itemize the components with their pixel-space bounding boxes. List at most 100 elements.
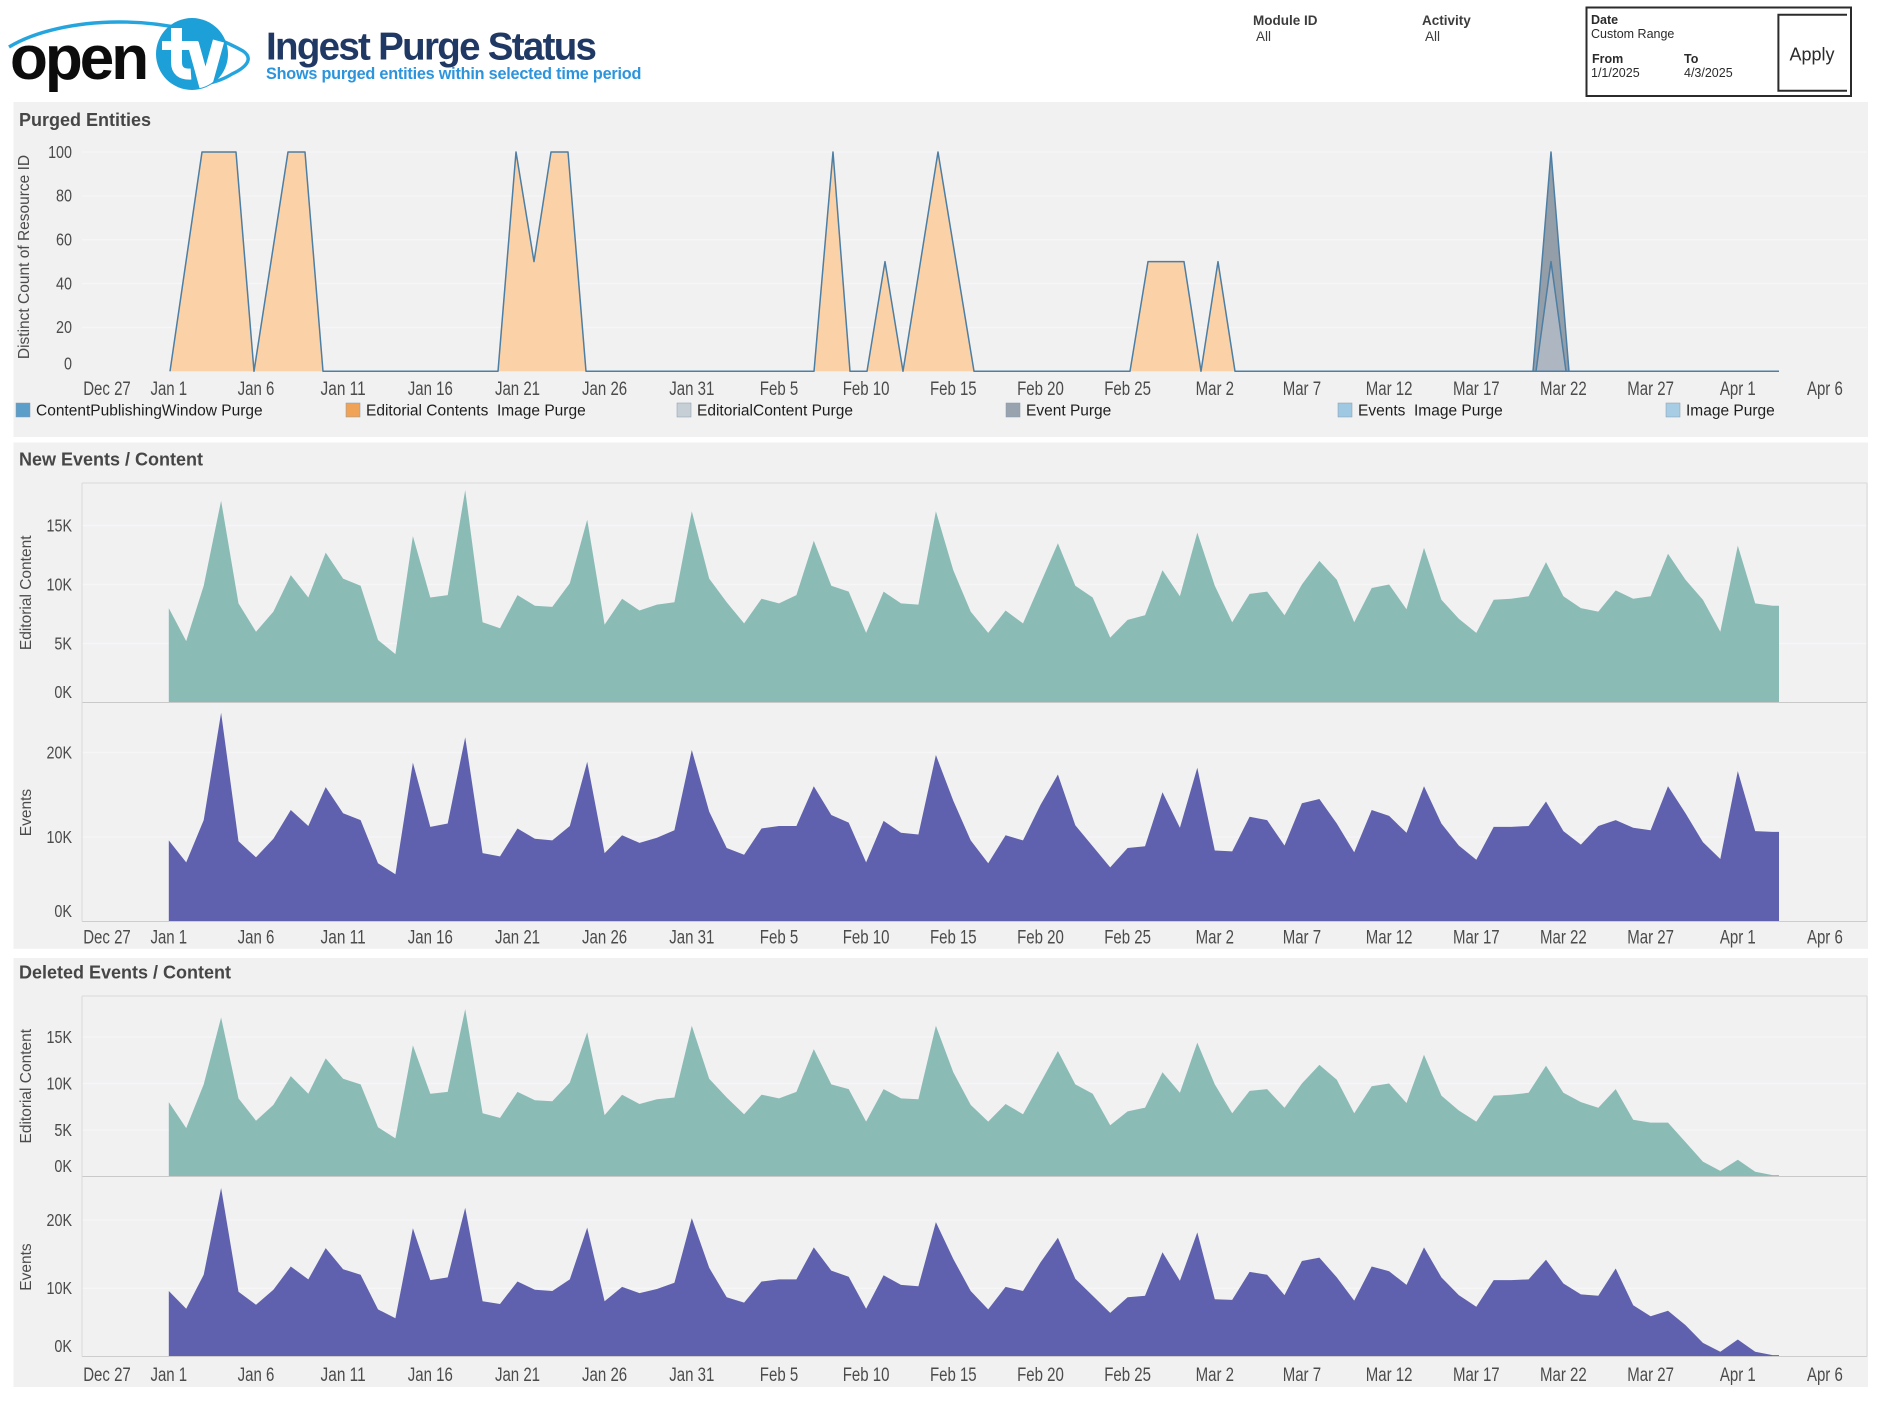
svg-text:40: 40 bbox=[56, 273, 72, 293]
svg-text:open: open bbox=[10, 24, 146, 93]
svg-text:ContentPublishingWindow Purge: ContentPublishingWindow Purge bbox=[36, 403, 263, 420]
svg-text:Activity: Activity bbox=[1422, 13, 1471, 28]
svg-text:60: 60 bbox=[56, 230, 72, 250]
svg-text:0K: 0K bbox=[54, 1336, 72, 1356]
svg-text:Feb 15: Feb 15 bbox=[930, 928, 977, 949]
svg-text:Dec 27: Dec 27 bbox=[83, 1365, 131, 1386]
svg-text:Jan 1: Jan 1 bbox=[150, 379, 187, 400]
svg-text:Editorial Content: Editorial Content bbox=[18, 1028, 35, 1143]
svg-text:EditorialContent Purge: EditorialContent Purge bbox=[697, 403, 853, 420]
svg-text:Feb 10: Feb 10 bbox=[843, 379, 890, 400]
svg-text:Editorial Contents Image Purg: Editorial Contents Image Purge bbox=[366, 403, 586, 420]
svg-text:Feb 25: Feb 25 bbox=[1104, 1365, 1151, 1386]
svg-text:Feb 15: Feb 15 bbox=[930, 379, 977, 400]
svg-text:Module ID: Module ID bbox=[1253, 13, 1318, 28]
svg-text:Feb 20: Feb 20 bbox=[1017, 1365, 1064, 1386]
svg-text:Mar 7: Mar 7 bbox=[1283, 1365, 1321, 1386]
svg-text:Dec 27: Dec 27 bbox=[83, 928, 131, 949]
svg-text:Date: Date bbox=[1591, 13, 1618, 27]
svg-text:Feb 25: Feb 25 bbox=[1104, 379, 1151, 400]
svg-text:Mar 12: Mar 12 bbox=[1366, 379, 1413, 400]
svg-text:Apr 1: Apr 1 bbox=[1720, 379, 1756, 400]
svg-text:0K: 0K bbox=[54, 1156, 72, 1176]
svg-text:Mar 2: Mar 2 bbox=[1196, 379, 1234, 400]
svg-text:Jan 21: Jan 21 bbox=[495, 928, 540, 949]
svg-text:Mar 12: Mar 12 bbox=[1366, 928, 1413, 949]
svg-text:Jan 16: Jan 16 bbox=[408, 928, 453, 949]
svg-text:Mar 12: Mar 12 bbox=[1366, 1365, 1413, 1386]
svg-text:Deleted Events / Content: Deleted Events / Content bbox=[19, 963, 231, 983]
svg-text:Event Purge: Event Purge bbox=[1026, 403, 1111, 420]
svg-text:1/1/2025: 1/1/2025 bbox=[1591, 66, 1640, 80]
svg-text:Jan 1: Jan 1 bbox=[150, 1365, 187, 1386]
svg-text:To: To bbox=[1684, 52, 1699, 66]
svg-text:0: 0 bbox=[64, 354, 72, 374]
svg-text:100: 100 bbox=[48, 142, 72, 162]
svg-text:Jan 31: Jan 31 bbox=[669, 379, 714, 400]
svg-text:Jan 11: Jan 11 bbox=[321, 379, 366, 400]
svg-text:Feb 5: Feb 5 bbox=[760, 379, 798, 400]
svg-text:5K: 5K bbox=[54, 633, 72, 653]
svg-text:10K: 10K bbox=[47, 1278, 73, 1298]
svg-text:Distinct Count of Resource ID: Distinct Count of Resource ID bbox=[16, 155, 33, 359]
svg-text:10K: 10K bbox=[47, 574, 73, 594]
svg-text:Shows purged entities within s: Shows purged entities within selected ti… bbox=[266, 65, 641, 83]
svg-text:Mar 27: Mar 27 bbox=[1627, 928, 1674, 949]
svg-text:Mar 7: Mar 7 bbox=[1283, 379, 1321, 400]
svg-text:Jan 16: Jan 16 bbox=[408, 1365, 453, 1386]
svg-text:Image Purge: Image Purge bbox=[1686, 403, 1775, 420]
svg-text:Jan 1: Jan 1 bbox=[150, 928, 187, 949]
svg-text:Jan 11: Jan 11 bbox=[321, 1365, 366, 1386]
svg-text:Feb 5: Feb 5 bbox=[760, 928, 798, 949]
svg-text:Feb 10: Feb 10 bbox=[843, 1365, 890, 1386]
svg-text:Jan 31: Jan 31 bbox=[669, 928, 714, 949]
svg-text:Events Image Purge: Events Image Purge bbox=[1358, 403, 1503, 420]
svg-text:Events: Events bbox=[18, 1243, 35, 1291]
svg-text:Jan 26: Jan 26 bbox=[582, 379, 627, 400]
svg-text:Ingest Purge Status: Ingest Purge Status bbox=[266, 26, 596, 69]
svg-text:Mar 2: Mar 2 bbox=[1196, 928, 1234, 949]
svg-text:Feb 15: Feb 15 bbox=[930, 1365, 977, 1386]
svg-text:0K: 0K bbox=[54, 682, 72, 702]
svg-text:Feb 20: Feb 20 bbox=[1017, 379, 1064, 400]
svg-text:Feb 10: Feb 10 bbox=[843, 928, 890, 949]
svg-text:Apr 6: Apr 6 bbox=[1807, 379, 1843, 400]
svg-text:Apr 6: Apr 6 bbox=[1807, 1365, 1843, 1386]
svg-text:Jan 6: Jan 6 bbox=[238, 379, 275, 400]
svg-text:10K: 10K bbox=[47, 827, 73, 847]
svg-text:Apr 1: Apr 1 bbox=[1720, 928, 1756, 949]
svg-text:Jan 26: Jan 26 bbox=[582, 928, 627, 949]
svg-text:15K: 15K bbox=[47, 515, 73, 535]
svg-text:Mar 17: Mar 17 bbox=[1453, 928, 1500, 949]
svg-text:Feb 20: Feb 20 bbox=[1017, 928, 1064, 949]
svg-text:Jan 16: Jan 16 bbox=[408, 379, 453, 400]
svg-text:80: 80 bbox=[56, 186, 72, 206]
svg-text:20K: 20K bbox=[47, 1210, 73, 1230]
svg-text:All: All bbox=[1425, 29, 1440, 44]
svg-text:Mar 27: Mar 27 bbox=[1627, 379, 1674, 400]
svg-text:Jan 26: Jan 26 bbox=[582, 1365, 627, 1386]
svg-text:Apr 6: Apr 6 bbox=[1807, 928, 1843, 949]
svg-text:Dec 27: Dec 27 bbox=[83, 379, 131, 400]
svg-text:Mar 22: Mar 22 bbox=[1540, 928, 1587, 949]
svg-text:Apr 1: Apr 1 bbox=[1720, 1365, 1756, 1386]
svg-text:10K: 10K bbox=[47, 1073, 73, 1093]
svg-text:Mar 17: Mar 17 bbox=[1453, 1365, 1500, 1386]
svg-text:Mar 17: Mar 17 bbox=[1453, 379, 1500, 400]
svg-text:Jan 11: Jan 11 bbox=[321, 928, 366, 949]
svg-text:Purged Entities: Purged Entities bbox=[19, 110, 151, 130]
svg-text:Jan 6: Jan 6 bbox=[238, 928, 275, 949]
svg-text:Mar 2: Mar 2 bbox=[1196, 1365, 1234, 1386]
svg-text:20K: 20K bbox=[47, 742, 73, 762]
svg-text:Jan 21: Jan 21 bbox=[495, 379, 540, 400]
svg-text:4/3/2025: 4/3/2025 bbox=[1684, 66, 1733, 80]
svg-text:New Events / Content: New Events / Content bbox=[19, 450, 203, 470]
svg-text:20: 20 bbox=[56, 317, 72, 337]
svg-text:Feb 5: Feb 5 bbox=[760, 1365, 798, 1386]
svg-text:Mar 7: Mar 7 bbox=[1283, 928, 1321, 949]
svg-text:Mar 22: Mar 22 bbox=[1540, 1365, 1587, 1386]
svg-text:Mar 27: Mar 27 bbox=[1627, 1365, 1674, 1386]
svg-text:Jan 21: Jan 21 bbox=[495, 1365, 540, 1386]
svg-text:Events: Events bbox=[18, 789, 35, 837]
svg-text:From: From bbox=[1592, 52, 1623, 66]
